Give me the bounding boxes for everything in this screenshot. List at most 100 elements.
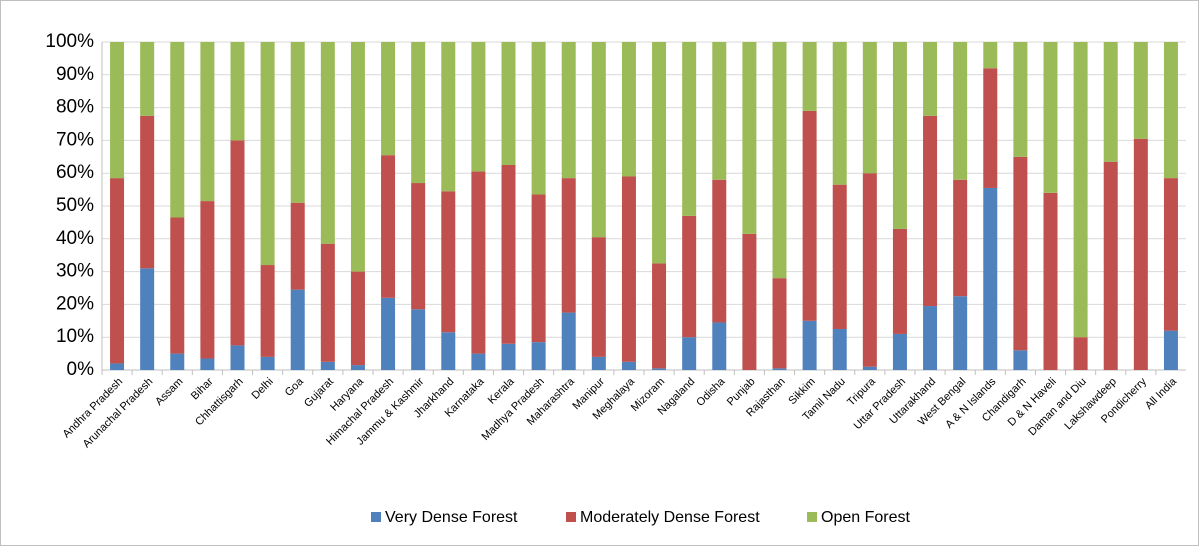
bar-segment [290,202,305,290]
bar-segment [1103,161,1118,370]
bar-segment [501,165,516,344]
bar-segment [1163,42,1178,179]
bar-segment [381,297,396,370]
bar-segment [531,342,546,370]
bar-segment [260,42,275,266]
bar-segment [832,42,847,185]
bar-segment [1043,192,1058,370]
legend-swatch [807,512,817,522]
y-tick-label: 0% [67,359,95,380]
bar-segment [802,110,817,321]
bar-segment [621,176,636,362]
y-tick-label: 70% [56,129,94,150]
y-tick-label: 60% [56,162,94,183]
bar-segment [561,42,576,179]
bar-segment [1073,337,1088,370]
bar-segment [832,329,847,370]
y-tick-label: 30% [56,261,94,282]
bar-segment [471,42,486,172]
bar-segment [923,306,938,370]
bar-segment [230,42,245,141]
bar-segment [1043,42,1058,193]
y-tick-label: 20% [56,293,94,314]
bar-segment [170,353,185,370]
bar-segment [140,42,155,116]
bar-segment [1013,350,1028,370]
bar-segment [471,353,486,370]
legend-swatch [566,512,576,522]
bar-segment [501,42,516,165]
bar-segment [1013,42,1028,157]
y-tick-label: 10% [56,326,94,347]
bar-segment [621,42,636,177]
bar-segment [983,187,998,370]
bar-segment [892,42,907,229]
bar-segment [411,309,426,370]
bar-segment [983,42,998,69]
bar-segment [320,42,335,244]
bar-segment [953,179,968,297]
bar-segment [411,183,426,310]
bar-segment [772,42,787,279]
bar-segment [772,278,787,369]
bar-segment [290,42,305,203]
bar-segment [591,42,606,238]
bar-segment [953,296,968,370]
bar-segment [200,42,215,202]
bar-segment [320,243,335,362]
bar-segment [923,42,938,116]
legend-label: Open Forest [821,509,910,526]
bar-segment [892,333,907,370]
bar-segment [862,366,877,370]
bar-segment [290,289,305,370]
bar-segment [983,68,998,188]
bar-segment [200,201,215,359]
bar-segment [682,215,697,338]
bar-segment [110,42,125,179]
bar-segment [350,42,365,272]
bar-segment [1013,156,1028,351]
bar-segment [170,217,185,354]
bar-segment [652,263,667,369]
bar-segment [1073,42,1088,338]
legend-label: Moderately Dense Forest [580,509,760,526]
bar-segment [742,233,757,370]
y-tick-label: 100% [45,31,94,52]
bar-segment [832,184,847,329]
bar-segment [1133,42,1148,139]
bar-segment [682,337,697,370]
bar-segment [561,312,576,370]
bar-segment [501,343,516,370]
bar-segment [652,368,667,370]
bar-segment [110,363,125,370]
bar-segment [441,191,456,333]
bar-segment [350,365,365,370]
bar-segment [1133,138,1148,370]
bar-segment [140,268,155,370]
bar-segment [260,356,275,370]
bar-segment [591,237,606,357]
bar-segment [1103,42,1118,162]
bar-segment [802,320,817,370]
bar-segment [381,42,396,156]
bar-segment [200,358,215,370]
bar-segment [531,42,546,195]
bar-segment [411,42,426,184]
bar-segment [140,115,155,269]
bar-segment [682,42,697,216]
bar-segment [110,178,125,364]
bar-segment [441,42,456,192]
bar-segment [471,171,486,354]
bar-segment [441,332,456,370]
y-tick-label: 50% [56,195,94,216]
y-tick-label: 90% [56,64,94,85]
bar-segment [742,42,757,234]
y-tick-label: 80% [56,97,94,118]
bar-segment [1163,178,1178,331]
bar-segment [862,42,877,174]
bar-segment [953,42,968,180]
bar-segment [381,155,396,298]
bar-segment [802,42,817,111]
bar-segment [1163,330,1178,370]
